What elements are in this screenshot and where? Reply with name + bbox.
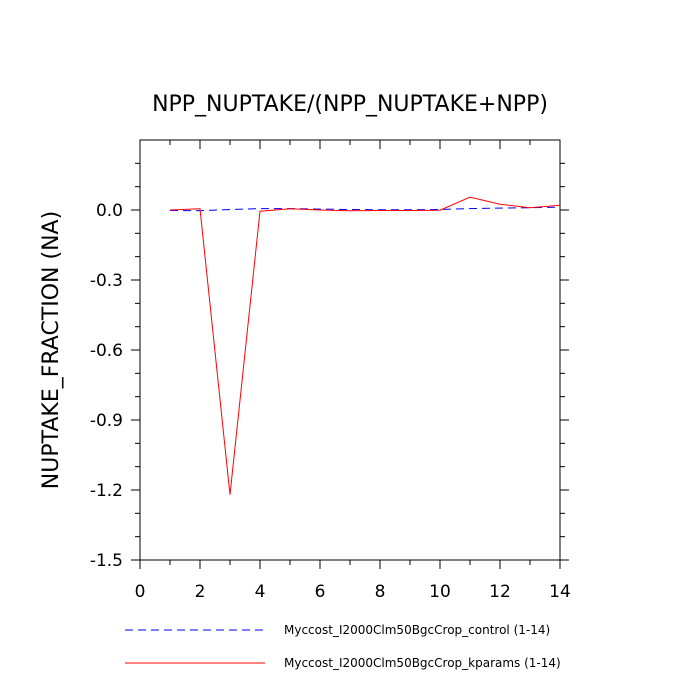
series-line-1	[169, 206, 561, 212]
x-tick-label: 2	[195, 582, 206, 602]
y-tick-label: -0.6	[90, 341, 123, 361]
x-tick-label: 4	[255, 582, 266, 602]
legend-label-2: Myccost_I2000Clm50BgcCrop_kparams (1-14)	[284, 656, 561, 670]
y-tick-label: -0.3	[90, 271, 123, 291]
legend-label-1: Myccost_I2000Clm50BgcCrop_control (1-14)	[284, 623, 550, 637]
x-tick-label: 8	[375, 582, 386, 602]
x-tick-label: 6	[315, 582, 326, 602]
y-axis-label: NUPTAKE_FRACTION (NA)	[39, 211, 64, 489]
axis-ticks	[131, 140, 569, 569]
legend: Myccost_I2000Clm50BgcCrop_control (1-14)…	[125, 623, 561, 670]
x-tick-label: 14	[549, 582, 571, 602]
y-tick-label: -0.9	[90, 411, 123, 431]
series-lines	[169, 196, 561, 495]
x-tick-label: 10	[429, 582, 451, 602]
y-tick-labels: -1.5 -1.2 -0.9 -0.6 -0.3 0.0	[90, 201, 123, 571]
x-tick-label: 12	[489, 582, 511, 602]
y-tick-label: 0.0	[96, 201, 123, 221]
y-tick-label: -1.5	[90, 551, 123, 571]
series-line-2	[169, 196, 561, 495]
x-tick-label: 0	[135, 582, 146, 602]
chart-title: NPP_NUPTAKE/(NPP_NUPTAKE+NPP)	[152, 92, 548, 117]
x-tick-labels: 0 2 4 6 8 10 12 14	[135, 582, 571, 602]
y-tick-label: -1.2	[90, 481, 123, 501]
